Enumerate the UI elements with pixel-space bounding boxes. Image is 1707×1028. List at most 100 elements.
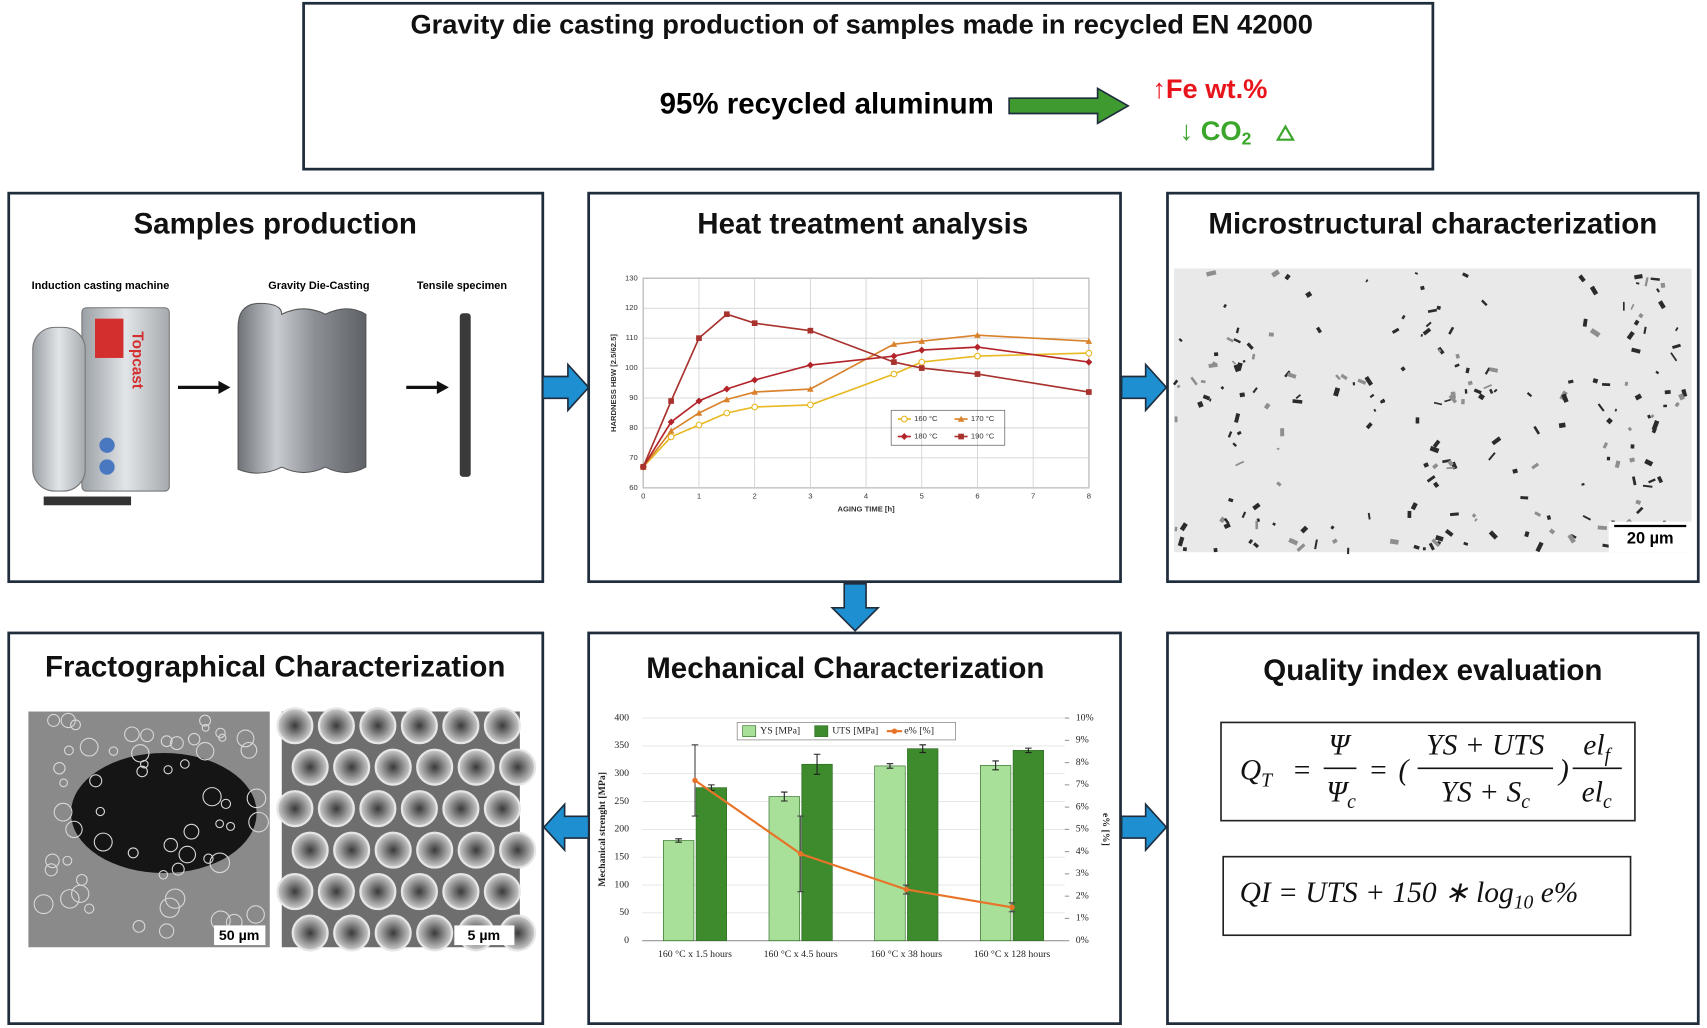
bar <box>768 796 800 942</box>
dimple <box>276 790 314 828</box>
x-tick-label: 7 <box>1031 492 1035 501</box>
particle <box>1467 380 1473 386</box>
green-arrow <box>1008 86 1130 125</box>
recycled-text: 95% recycled aluminum <box>660 88 994 121</box>
dimple <box>291 748 329 786</box>
marker <box>723 311 730 318</box>
particle <box>1208 362 1218 368</box>
y2-tick-label: 2% <box>1076 890 1089 901</box>
particle <box>1578 274 1586 283</box>
marker <box>667 427 675 434</box>
particle <box>1286 372 1297 379</box>
particle <box>1284 273 1291 281</box>
dimple <box>160 735 173 748</box>
legend-label: 160 °C <box>914 414 938 423</box>
y2-tick-label: 3% <box>1076 868 1089 879</box>
marker <box>695 397 703 405</box>
particle <box>1474 518 1478 522</box>
particle <box>1400 366 1406 372</box>
particle <box>1426 475 1436 483</box>
dimple <box>240 741 258 759</box>
particle <box>1231 360 1237 365</box>
panel-title: Quality index evaluation <box>1263 654 1602 687</box>
particle <box>1369 393 1375 399</box>
formula-paren-main: ( <box>1398 754 1410 786</box>
marker <box>1085 358 1093 366</box>
dimple <box>59 778 68 788</box>
dimple <box>199 714 212 727</box>
particle <box>1190 376 1198 386</box>
dimple <box>140 728 155 743</box>
particle <box>1373 408 1377 413</box>
legend-box <box>890 409 1006 446</box>
marker <box>974 331 981 338</box>
particle <box>1446 466 1455 470</box>
legend-label: YS [MPa] <box>760 725 800 736</box>
marker <box>974 371 981 377</box>
particle <box>1671 343 1681 350</box>
particle <box>1425 321 1432 328</box>
formula-eq-main: = <box>1292 754 1312 786</box>
dimple <box>291 914 329 952</box>
particle <box>1491 436 1502 446</box>
dimple <box>136 765 148 778</box>
particle <box>1365 279 1369 283</box>
particle <box>1433 401 1443 406</box>
y-tick-label: 80 <box>629 423 637 432</box>
dimple <box>158 923 175 939</box>
dimple <box>359 790 397 828</box>
y-tick-label: 100 <box>625 363 638 372</box>
marker <box>667 433 675 441</box>
particle <box>1305 291 1313 299</box>
formula-elf-sub: f <box>1605 744 1613 766</box>
particle <box>1634 273 1643 280</box>
y-tick-label: 250 <box>614 796 629 807</box>
particle <box>1582 514 1591 521</box>
y-tick-label: 200 <box>614 824 629 835</box>
particle <box>1606 456 1611 461</box>
dimple <box>84 903 95 914</box>
x-axis-label: AGING TIME [h] <box>837 505 895 514</box>
particle <box>1650 414 1655 419</box>
dimple <box>276 707 314 745</box>
particle <box>1592 378 1599 384</box>
particle <box>1365 422 1373 430</box>
marker <box>958 433 964 440</box>
legend-swatch <box>814 725 829 737</box>
dimple <box>202 787 222 807</box>
particle <box>1296 543 1306 552</box>
formula-elf: elf <box>1583 729 1612 765</box>
particle <box>1432 463 1439 470</box>
series-line <box>642 313 1089 468</box>
formula-paren: ( <box>1398 754 1410 786</box>
dimple <box>442 707 480 745</box>
dimple <box>226 821 236 831</box>
error-bar <box>675 838 682 843</box>
particle <box>1567 533 1576 544</box>
dimple <box>132 920 146 933</box>
particle <box>1420 285 1425 291</box>
x-tick-label: 0 <box>641 492 645 501</box>
x-tick-label: 160 °C x 4.5 hours <box>764 949 838 960</box>
particle <box>1357 378 1367 385</box>
x-tick-label: 6 <box>975 492 979 501</box>
particle <box>1606 417 1613 425</box>
particle <box>1200 380 1206 384</box>
particle <box>1471 513 1477 518</box>
formula-qi-sub: 10 <box>1514 891 1534 913</box>
fe-text: ↑Fe wt.% <box>1152 73 1267 104</box>
particle <box>1463 541 1469 546</box>
formula-psi: Ψ <box>1329 729 1352 761</box>
micrograph <box>1174 268 1692 553</box>
samples-illustration <box>32 302 471 506</box>
particle <box>1444 528 1454 537</box>
particle <box>1220 385 1225 390</box>
particle <box>1252 502 1261 511</box>
particle <box>1488 367 1499 373</box>
error-bar <box>1025 747 1032 754</box>
particle <box>1432 439 1441 448</box>
particle <box>1465 367 1470 374</box>
dimple <box>400 707 438 745</box>
dimple <box>131 744 150 763</box>
